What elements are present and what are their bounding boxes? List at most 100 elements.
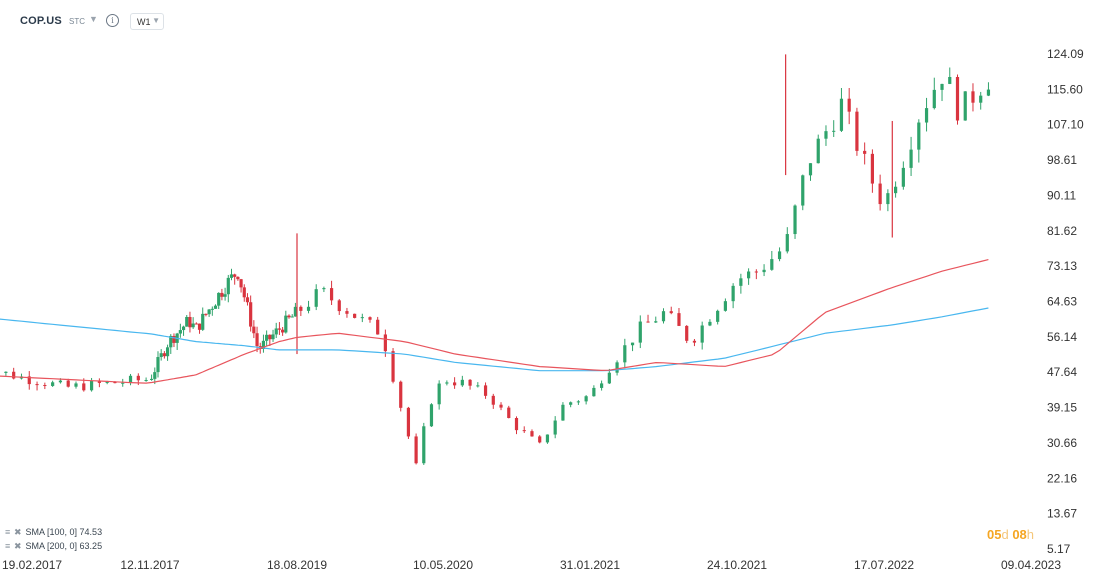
candle-body [172, 335, 176, 343]
candle-body [299, 306, 303, 311]
y-tick-label: 98.61 [1047, 153, 1077, 167]
info-icon[interactable]: i [106, 14, 119, 27]
candle-body [453, 382, 457, 386]
candle-body [287, 315, 291, 318]
sma-layer [0, 259, 989, 384]
candle-body [306, 306, 311, 311]
candle-body [839, 98, 844, 131]
candle-body [178, 330, 182, 334]
close-icon[interactable]: ✖ [14, 527, 22, 537]
y-tick-label: 73.13 [1047, 259, 1077, 273]
candle-body [58, 380, 63, 383]
close-icon[interactable]: ✖ [14, 541, 22, 551]
candle-body [181, 326, 186, 331]
candle-body [468, 379, 472, 386]
candle-body [445, 382, 449, 384]
candle-body [545, 434, 550, 443]
countdown-hours-unit: h [1026, 527, 1035, 542]
candle-body [654, 321, 658, 323]
candle-body [514, 418, 519, 431]
candle-body [233, 274, 237, 277]
candle-body [739, 278, 743, 286]
candle-body [685, 325, 689, 341]
candle-body [35, 384, 39, 386]
candle-body [105, 381, 109, 383]
candle-body [204, 313, 208, 315]
candle-body [268, 334, 272, 340]
y-tick-label: 47.64 [1047, 365, 1077, 379]
y-tick-label: 107.10 [1047, 118, 1084, 132]
symbol-type: STC [69, 17, 85, 26]
candle-body [329, 288, 334, 301]
candle-body [971, 91, 975, 103]
candle-body [762, 269, 766, 273]
candle-body [924, 108, 929, 123]
timeframe-select[interactable]: W1 ▼ [130, 13, 164, 30]
candle-body [476, 385, 480, 387]
candle-body [43, 385, 47, 387]
candle-body [932, 89, 936, 109]
candle-body [27, 376, 31, 385]
candle-body [12, 371, 16, 379]
candle-body [909, 149, 913, 168]
candle-body [281, 329, 285, 333]
candle-body [777, 251, 782, 260]
symbol-dropdown-icon[interactable]: ▼ [89, 14, 98, 24]
candle-body [661, 311, 666, 322]
candle-body [870, 153, 874, 184]
candle-body [217, 292, 221, 306]
y-tick-label: 30.66 [1047, 436, 1077, 450]
sma200-line [0, 307, 989, 372]
candle-body [483, 385, 488, 396]
legend-label: SMA [200, 0] 63.25 [25, 541, 103, 551]
candle-body [210, 308, 214, 310]
candle-body [207, 309, 211, 315]
candle-body [414, 436, 418, 464]
candle-body [723, 301, 727, 311]
candle-body [708, 321, 712, 326]
candle-body [793, 205, 797, 235]
candle-body [229, 274, 234, 278]
candle-body [194, 323, 198, 325]
candle-body [422, 426, 426, 464]
x-axis: 19.02.2017 12.11.2017 18.08.2019 10.05.2020… [2, 558, 1061, 572]
symbol-name[interactable]: COP.US [20, 15, 62, 27]
legend-sma100: ≡ ✖ SMA [100, 0] 74.53 [5, 527, 102, 538]
candle-body [646, 321, 650, 323]
candle-body [165, 347, 170, 357]
candle-body [383, 334, 387, 352]
candle-body [785, 234, 789, 252]
candle-body [191, 323, 195, 328]
y-tick-label: 13.67 [1047, 507, 1077, 521]
candle-body [293, 306, 298, 317]
candle-body [917, 122, 921, 150]
y-tick-label: 90.11 [1047, 188, 1076, 202]
candle-body [986, 89, 991, 96]
indicator-settings-icon[interactable]: ≡ [5, 527, 11, 537]
y-tick-label: 115.60 [1047, 82, 1083, 96]
y-tick-label: 56.14 [1047, 330, 1077, 344]
candle-body [901, 167, 905, 187]
x-tick-label: 18.08.2019 [267, 558, 327, 572]
candle-body [360, 317, 364, 319]
candle-body [277, 328, 282, 330]
candle-body [940, 83, 944, 90]
candle-body [153, 372, 157, 379]
x-tick-label: 12.11.2017 [120, 558, 179, 572]
x-tick-label: 19.02.2017 [2, 558, 62, 572]
candle-body [894, 186, 898, 194]
countdown-days-unit: d [1001, 527, 1009, 542]
candles-layer [4, 54, 991, 465]
candle-body [460, 379, 464, 386]
candle-body [322, 288, 326, 290]
candle-body [801, 175, 805, 206]
candle-body [121, 382, 125, 384]
candle-body [252, 326, 256, 334]
candle-body [128, 375, 133, 383]
candle-body [592, 387, 596, 397]
indicator-settings-icon[interactable]: ≡ [5, 541, 11, 551]
candle-body [538, 436, 542, 443]
candle-body [162, 353, 166, 357]
candle-body [89, 380, 94, 391]
